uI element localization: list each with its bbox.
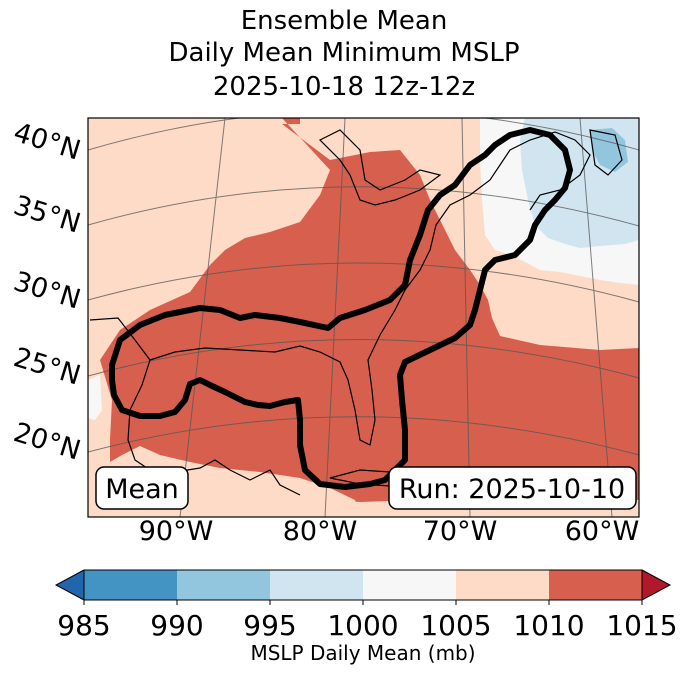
colorbar-segment-1000-1005 [363,570,457,600]
colorbar-segment-1010-1015 [549,570,643,600]
gulf-coast [89,131,591,446]
colorbar-tick-label-995: 995 [243,609,296,642]
meridian-60w [579,118,613,517]
mean-label-box: Mean [95,466,189,510]
title-line-3: 2025-10-18 12z-12z [212,72,476,102]
newfoundland [589,129,623,176]
graticule [88,118,639,517]
lat-label-40n: 40°N [10,117,84,167]
lat-label-20n: 20°N [10,417,84,467]
meridian-80w [324,118,346,517]
colorbar-tick-label-1010: 1010 [513,609,584,642]
colorbar-tick-label-1015: 1015 [606,609,677,642]
colorbar-segment-990-995 [177,570,271,600]
ensemble-contour [109,127,573,490]
pressure-field-1000-1005-west [88,375,102,420]
lon-label-90w: 90°W [139,516,214,547]
lat-label-35n: 35°N [10,190,84,240]
parallel-25n [88,339,639,379]
great-lakes [318,129,442,206]
lon-label-70w: 70°W [423,516,498,547]
colorbar-high-outline [641,569,672,601]
colorbar-label: MSLP Daily Mean (mb) [250,641,475,665]
colorbar-low-outline [54,569,85,601]
title-line-2: Daily Mean Minimum MSLP [168,38,520,68]
colorbar-extend-high [642,570,670,600]
colorbar-extend-low [56,570,84,600]
colorbar-tick-label-1000: 1000 [327,609,398,642]
parallel-40n [88,118,639,151]
colorbar-segment-985-990 [84,570,178,600]
colorbar: 985 990 995 1000 1005 1010 1015 MSLP Daily Mea… [54,569,678,665]
colorbar-tick-label-1005: 1005 [420,609,491,642]
colorbar-segment-1005-1010 [456,570,550,600]
run-label-box: Run: 2025-10-10 [388,466,637,510]
colorbar-tick-label-985: 985 [57,609,110,642]
lat-label-30n: 30°N [10,266,84,316]
run-label: Run: 2025-10-10 [399,474,625,505]
pressure-field-1005-1010-south [88,490,639,517]
mean-label: Mean [105,474,179,505]
lon-label-80w: 80°W [283,516,358,547]
map-area [88,118,639,517]
meridian-70w [461,118,471,517]
meridian-90w [179,118,226,517]
colorbar-segment-995-1000 [270,570,364,600]
colorbar-tick-label-990: 990 [150,609,203,642]
map-frame [87,117,640,518]
lon-label-60w: 60°W [565,516,640,547]
parallel-20n [88,416,639,456]
lat-label-25n: 25°N [10,342,84,392]
title-line-1: Ensemble Mean [240,6,448,36]
parallel-30n [88,262,639,303]
parallel-35n [88,186,639,227]
pressure-field-1010-1015 [100,118,639,517]
